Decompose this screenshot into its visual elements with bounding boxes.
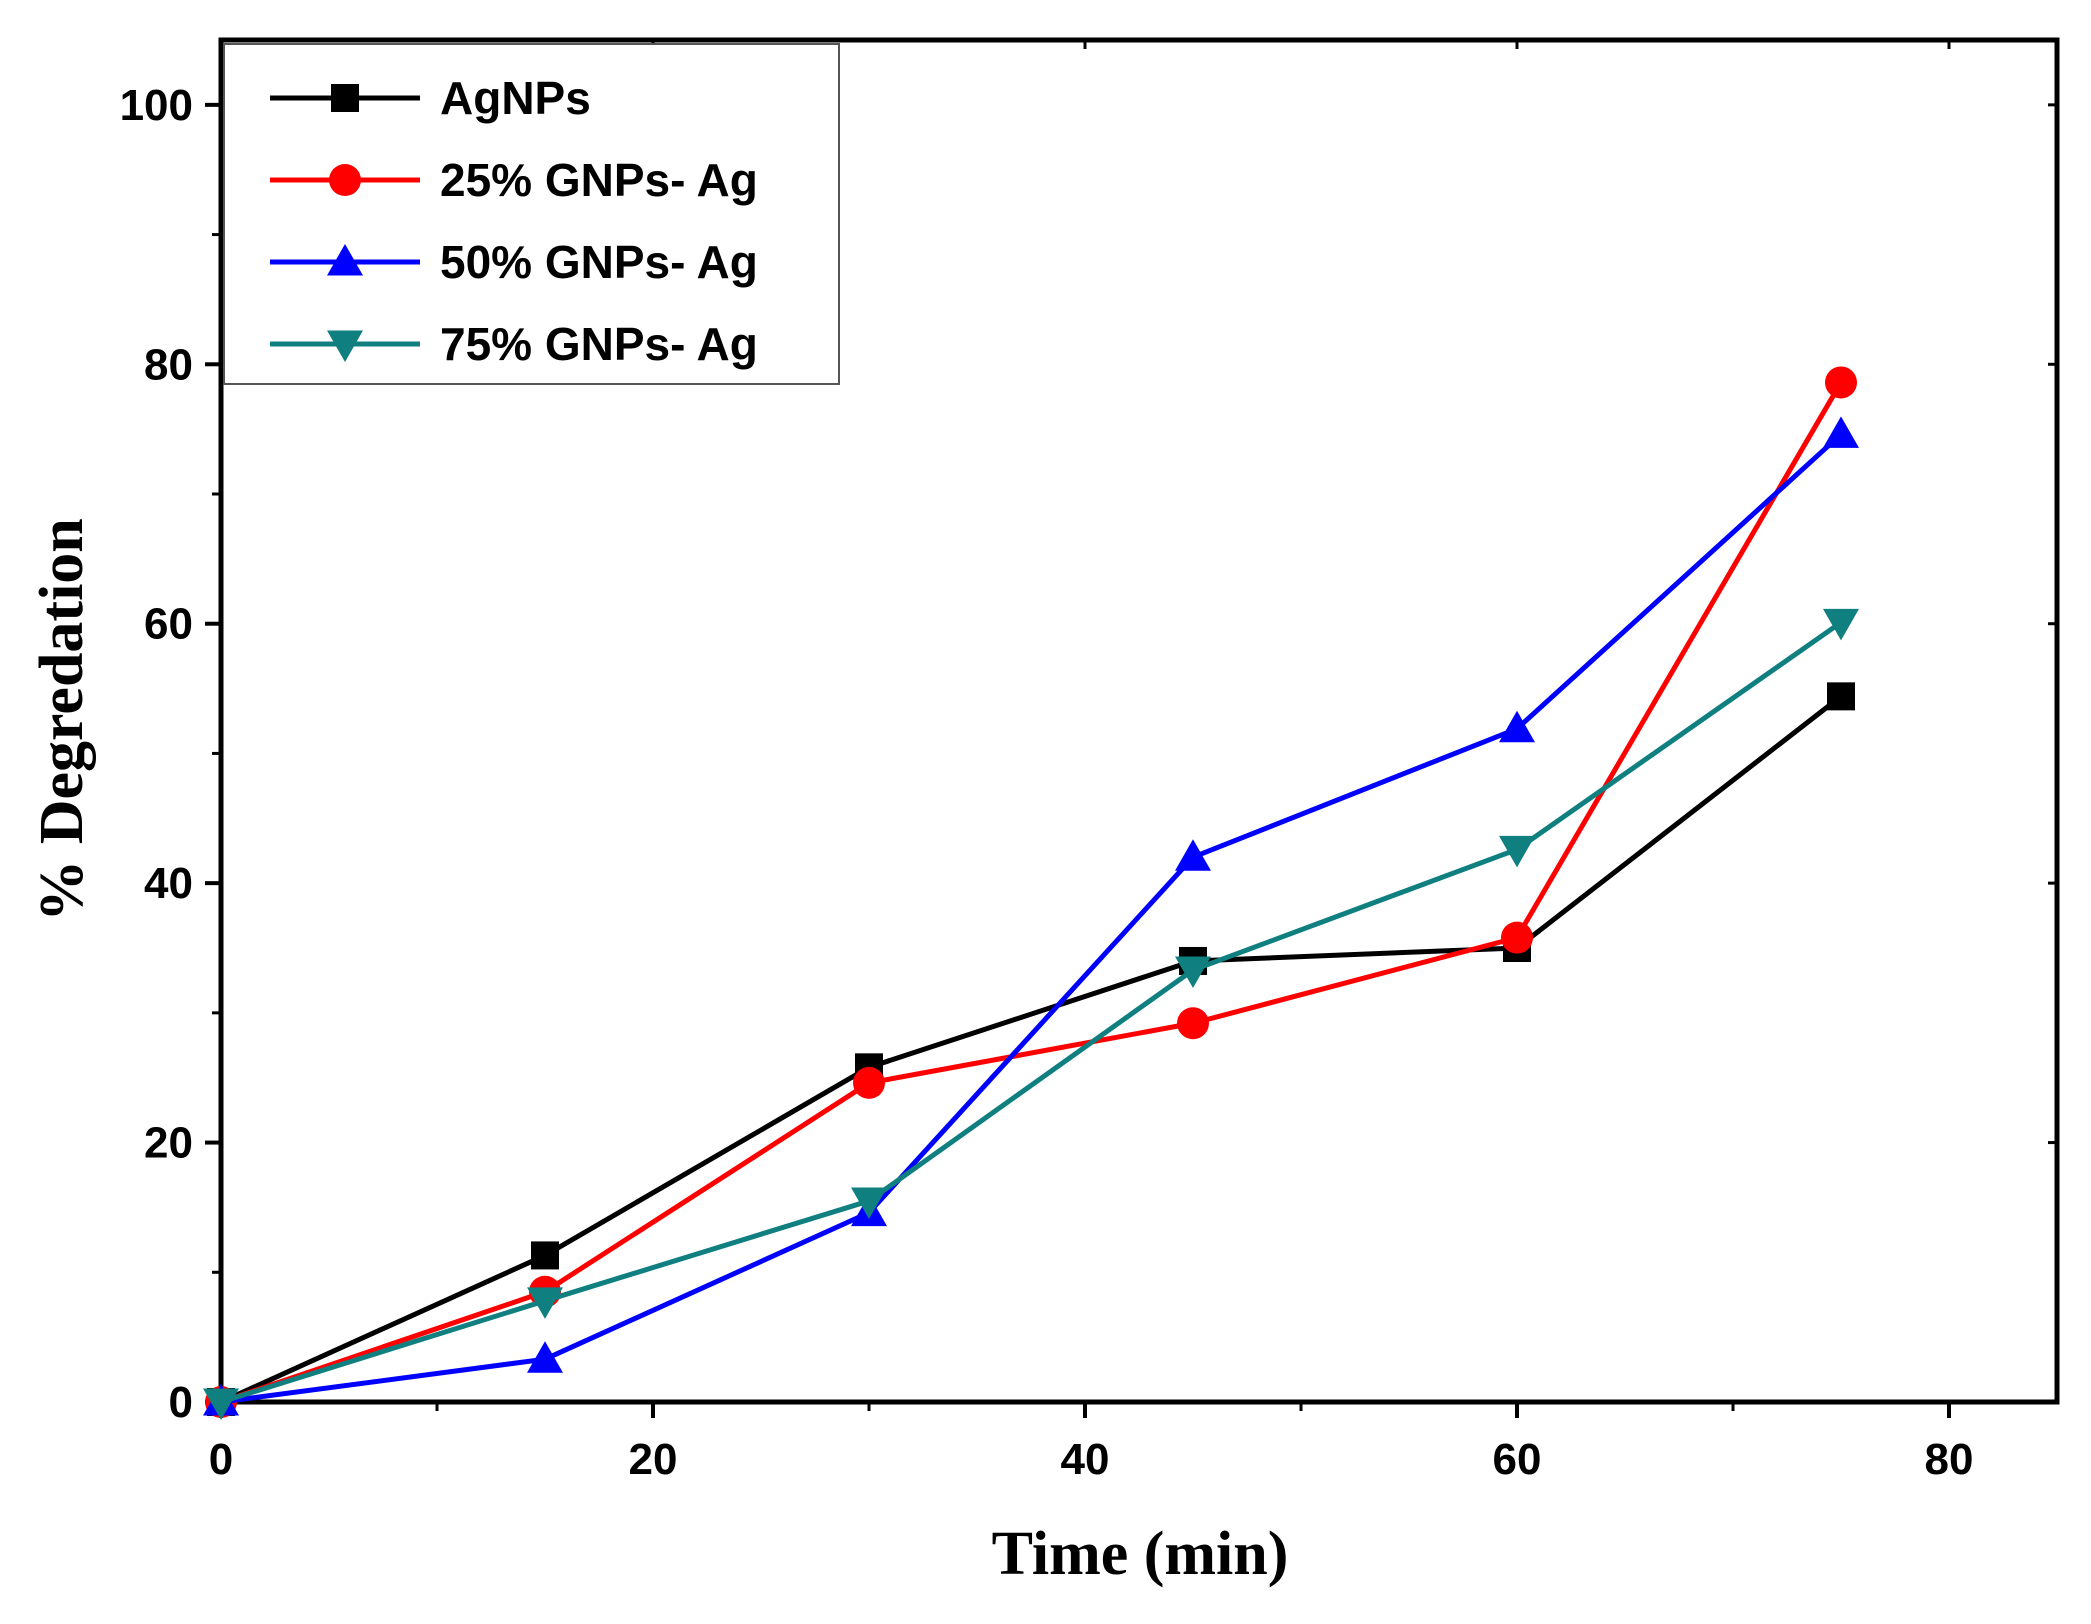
x-tick-label: 80 — [1925, 1435, 1974, 1484]
legend-marker — [331, 84, 359, 112]
series-line — [220, 381, 1844, 1405]
legend-item: AgNPs — [270, 72, 591, 124]
series-line — [219, 694, 1843, 1405]
legend-label: 25% GNPs- Ag — [440, 154, 758, 206]
data-point — [1825, 366, 1857, 399]
legend-marker — [327, 330, 363, 362]
y-tick-label: 20 — [144, 1119, 193, 1168]
y-tick-label: 80 — [144, 340, 193, 389]
legend-item: 75% GNPs- Ag — [270, 318, 758, 370]
series-1 — [205, 366, 1857, 1418]
axis-tick-labels: 0 20 40 60 80 0 20 40 60 80 100 — [120, 81, 1974, 1484]
data-point — [1175, 956, 1211, 989]
data-point — [527, 1287, 563, 1319]
series-line — [220, 432, 1843, 1405]
series-line — [220, 620, 1843, 1405]
x-tick-label: 60 — [1493, 1435, 1542, 1484]
series-2 — [203, 416, 1859, 1416]
data-point — [1175, 839, 1211, 871]
data-point — [1827, 682, 1855, 711]
legend: AgNPs 25% GNPs- Ag 50% GNPs- Ag 75% GNPs- A… — [223, 43, 840, 385]
data-point — [203, 1388, 239, 1420]
x-tick-label: 0 — [209, 1435, 233, 1484]
series-0 — [207, 682, 1855, 1416]
data-point — [851, 1187, 887, 1219]
data-point — [1823, 608, 1859, 641]
data-series — [203, 366, 1859, 1420]
data-point — [1499, 835, 1535, 868]
y-tick-label: 40 — [144, 859, 193, 908]
x-axis-title: Time (min) — [992, 1520, 1289, 1588]
legend-marker — [329, 164, 361, 196]
y-tick-label: 100 — [120, 81, 193, 130]
data-point — [1501, 921, 1533, 954]
data-point — [1177, 1007, 1209, 1040]
data-point — [1823, 416, 1859, 448]
series-3 — [203, 608, 1859, 1420]
y-axis-title: % Degredation — [28, 518, 96, 922]
plot-frame — [218, 37, 2060, 1405]
data-point — [527, 1341, 563, 1373]
data-point — [853, 1066, 885, 1099]
data-point — [531, 1241, 559, 1270]
legend-item: 25% GNPs- Ag — [270, 154, 758, 206]
x-tick-label: 40 — [1061, 1435, 1110, 1484]
x-tick-label: 20 — [629, 1435, 678, 1484]
legend-item: 50% GNPs- Ag — [270, 236, 758, 288]
data-point — [1499, 710, 1535, 743]
y-tick-label: 0 — [169, 1378, 193, 1427]
y-tick-label: 60 — [144, 600, 193, 649]
legend-marker — [327, 244, 363, 276]
axis-ticks — [205, 40, 2057, 1418]
legend-label: 75% GNPs- Ag — [440, 318, 758, 370]
legend-box — [223, 43, 840, 385]
legend-label: AgNPs — [440, 72, 591, 124]
legend-label: 50% GNPs- Ag — [440, 236, 758, 288]
